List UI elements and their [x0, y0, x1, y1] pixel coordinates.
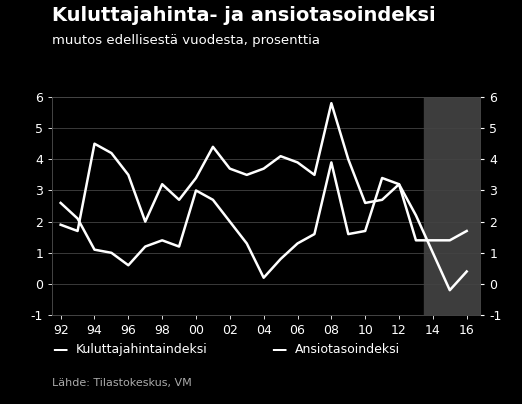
Text: muutos edellisestä vuodesta, prosenttia: muutos edellisestä vuodesta, prosenttia: [52, 34, 320, 47]
Text: Ansiotasoindeksi: Ansiotasoindeksi: [295, 343, 400, 356]
Bar: [424, 97, 480, 315]
Text: Lähde: Tilastokeskus, VM: Lähde: Tilastokeskus, VM: [52, 378, 192, 388]
Text: —: —: [271, 342, 287, 357]
Text: Kuluttajahintaindeksi: Kuluttajahintaindeksi: [76, 343, 207, 356]
Text: —: —: [52, 342, 67, 357]
Text: Kuluttajahinta- ja ansiotasoindeksi: Kuluttajahinta- ja ansiotasoindeksi: [52, 6, 436, 25]
